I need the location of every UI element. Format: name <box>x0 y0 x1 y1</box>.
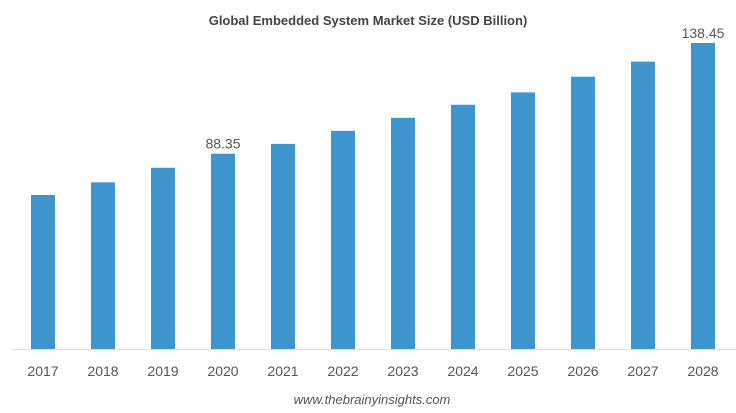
x-tick-label: 2026 <box>567 363 598 379</box>
bar-2019 <box>151 167 175 349</box>
x-tick-label: 2024 <box>447 363 478 379</box>
x-tick-label: 2021 <box>267 363 298 379</box>
bar-2025 <box>511 92 535 349</box>
x-tick-label: 2020 <box>207 363 238 379</box>
source-text: www.thebrainyinsights.com <box>294 392 451 407</box>
chart-title: Global Embedded System Market Size (USD … <box>209 13 528 28</box>
bar-2018 <box>91 182 115 349</box>
data-label-2020: 88.35 <box>205 136 240 152</box>
bar-2022 <box>331 130 355 349</box>
bar-2017 <box>31 194 55 349</box>
x-tick-label: 2025 <box>507 363 538 379</box>
bar-2027 <box>631 61 655 349</box>
bar-2026 <box>571 76 595 349</box>
x-tick-label: 2023 <box>387 363 418 379</box>
bar-2021 <box>271 143 295 349</box>
bar-2024 <box>451 104 475 349</box>
x-tick-label: 2018 <box>87 363 118 379</box>
x-tick-label: 2027 <box>627 363 658 379</box>
x-tick-label: 2019 <box>147 363 178 379</box>
x-tick-label: 2022 <box>327 363 358 379</box>
x-tick-label: 2017 <box>27 363 58 379</box>
data-label-2028: 138.45 <box>682 25 725 41</box>
bar-2028 <box>691 43 715 349</box>
x-tick-label: 2028 <box>687 363 718 379</box>
bar-2020 <box>211 153 235 349</box>
bar-2023 <box>391 117 415 350</box>
